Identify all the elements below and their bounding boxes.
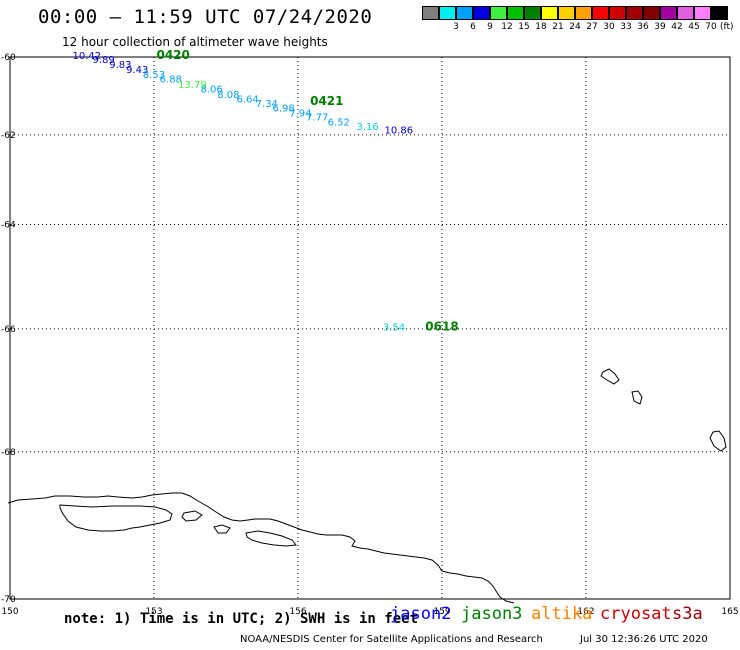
wave-height-label: 6.88 bbox=[160, 75, 182, 86]
colorbar-tick-label: 33 bbox=[620, 22, 632, 32]
colorbar-tick-label: 21 bbox=[552, 22, 564, 32]
wave-height-label: 6.64 bbox=[236, 94, 258, 105]
y-tick-label: -66 bbox=[1, 325, 16, 335]
wave-height-points: 10.429.899.839.438.536.8813.798.068.086.… bbox=[72, 48, 458, 334]
colorbar-swatch bbox=[626, 6, 643, 20]
colorbar-tick-label: 18 bbox=[535, 22, 547, 32]
colorbar-tick-label: 70 bbox=[705, 22, 717, 32]
x-tick-label: 159 bbox=[433, 607, 450, 617]
y-tick-label: -62 bbox=[1, 131, 16, 141]
colorbar-swatch bbox=[609, 6, 626, 20]
wave-height-label: 3.54 bbox=[383, 323, 405, 334]
colorbar-tick-label: 9 bbox=[487, 22, 493, 32]
balleny-island-2 bbox=[631, 390, 643, 405]
satellite-legend-jason3: jason3 bbox=[461, 604, 523, 624]
colorbar-swatch bbox=[473, 6, 490, 20]
wave-height-label: 7.77 bbox=[306, 112, 328, 123]
coast-bay bbox=[245, 530, 297, 547]
colorbar-swatch bbox=[694, 6, 711, 20]
wave-height-label: 6.98 bbox=[272, 104, 294, 115]
x-tick-label: 150 bbox=[1, 607, 18, 617]
wave-height-label: 8.06 bbox=[200, 85, 222, 96]
x-tick-label: 165 bbox=[721, 607, 738, 617]
pass-time-label: 0420 bbox=[156, 48, 189, 62]
colorbar-unit: (ft) bbox=[720, 22, 734, 32]
wave-height-label: 7.34 bbox=[256, 99, 278, 110]
balleny-island-1 bbox=[600, 368, 620, 385]
wave-height-label: 9.43 bbox=[126, 65, 148, 76]
wave-height-label: 9.89 bbox=[92, 55, 114, 66]
wave-height-label: 13.79 bbox=[178, 80, 207, 91]
wave-height-label: 7.94 bbox=[289, 108, 311, 119]
coastline bbox=[7, 368, 727, 604]
colorbar-swatch bbox=[541, 6, 558, 20]
wave-height-label: 9.83 bbox=[109, 60, 131, 71]
wave-height-label: 10.86 bbox=[384, 126, 413, 137]
generated-timestamp: Jul 30 12:36:26 UTC 2020 bbox=[580, 634, 708, 645]
coast-peninsula bbox=[181, 510, 203, 522]
credit-text: NOAA/NESDIS Center for Satellite Applica… bbox=[240, 634, 543, 645]
wave-height-label: 6.52 bbox=[328, 117, 350, 128]
y-tick-label: -64 bbox=[1, 221, 16, 231]
colorbar-tick-label: 3 bbox=[453, 22, 459, 32]
satellite-legend-jason2: jason2 bbox=[390, 604, 452, 624]
antarctic-coastline bbox=[7, 492, 515, 604]
x-tick-label: 162 bbox=[577, 607, 594, 617]
colorbar-tick-label: 15 bbox=[518, 22, 530, 32]
y-tick-label: -70 bbox=[1, 595, 16, 605]
coast-island-small bbox=[213, 524, 231, 534]
satellite-legend-altika: altika bbox=[531, 604, 593, 624]
x-tick-label: 156 bbox=[289, 607, 306, 617]
wave-height-label: 8.53 bbox=[143, 70, 165, 81]
page-title: 00:00 – 11:59 UTC 07/24/2020 bbox=[38, 6, 373, 28]
colorbar-swatch bbox=[711, 6, 728, 20]
colorbar-swatch bbox=[643, 6, 660, 20]
colorbar-tick-label: 12 bbox=[501, 22, 513, 32]
colorbar-swatch bbox=[660, 6, 677, 20]
x-tick-label: 153 bbox=[145, 607, 162, 617]
colorbar-swatch bbox=[558, 6, 575, 20]
colorbar-swatch bbox=[677, 6, 694, 20]
colorbar-swatch bbox=[524, 6, 541, 20]
colorbar-tick-label: 42 bbox=[671, 22, 683, 32]
satellite-legend-cryosat: cryosat bbox=[600, 604, 672, 624]
colorbar-swatch bbox=[575, 6, 592, 20]
colorbar-tick-label: 6 bbox=[470, 22, 476, 32]
colorbar-swatch bbox=[456, 6, 473, 20]
colorbar-tick-label: 30 bbox=[603, 22, 615, 32]
colorbar-tick-label: 24 bbox=[569, 22, 581, 32]
page-subtitle: 12 hour collection of altimeter wave hei… bbox=[62, 35, 328, 49]
pass-time-label: 0618 bbox=[425, 320, 458, 334]
axis-labels: 150 153 156 159 162 165 -60 -62 -64 -66 -68 -70 bbox=[1, 53, 739, 617]
colorbar-swatch bbox=[490, 6, 507, 20]
wave-height-label: 10.42 bbox=[72, 51, 101, 62]
footnote: note: 1) Time is in UTC; 2) SWH is in fe… bbox=[64, 611, 419, 627]
wave-height-label: 3.16 bbox=[356, 122, 378, 133]
satellite-legend-s3a: s3a bbox=[672, 604, 703, 624]
colorbar-tick-label: 45 bbox=[688, 22, 700, 32]
balleny-island-3 bbox=[709, 430, 727, 452]
colorbar-tick-label: 36 bbox=[637, 22, 649, 32]
y-tick-label: -60 bbox=[1, 53, 16, 63]
pass-time-label: 0421 bbox=[310, 94, 343, 108]
coast-inlet bbox=[59, 504, 173, 532]
colorbar-swatch bbox=[422, 6, 439, 20]
colorbar-swatch bbox=[439, 6, 456, 20]
plot-frame bbox=[9, 56, 731, 600]
colorbar-swatch bbox=[592, 6, 609, 20]
grid-lines bbox=[9, 56, 731, 600]
colorbar-tick-label: 39 bbox=[654, 22, 666, 32]
wave-height-label: 8.08 bbox=[217, 90, 239, 101]
y-tick-label: -68 bbox=[1, 448, 16, 458]
colorbar-tick-label: 27 bbox=[586, 22, 598, 32]
colorbar-swatch bbox=[507, 6, 524, 20]
